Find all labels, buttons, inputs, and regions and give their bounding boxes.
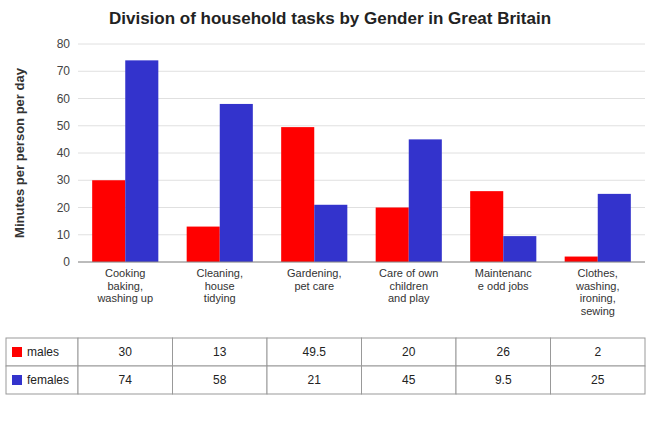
x-tick-label: Gardening,pet care <box>287 267 341 292</box>
table-value: 9.5 <box>495 373 512 387</box>
x-tick-label-line: Gardening, <box>287 267 341 279</box>
y-tick-label: 20 <box>57 201 71 215</box>
legend-entry: males <box>27 345 59 359</box>
x-tick-label-line: Cleaning, <box>197 267 243 279</box>
table-cell <box>456 338 551 366</box>
table-value: 13 <box>213 345 227 359</box>
table-cell <box>362 338 457 366</box>
table-cell <box>456 366 551 394</box>
chart-container: Division of household tasks by Gender in… <box>0 0 660 448</box>
x-tick-label: Maintenance odd jobs <box>475 267 532 292</box>
bar <box>220 104 253 262</box>
x-tick-labels: Cookingbaking,washing up Cleaning,houseti… <box>96 267 619 317</box>
y-grid <box>78 44 645 262</box>
x-tick-label-line: children <box>389 280 428 292</box>
bar <box>409 139 442 262</box>
legend-swatch <box>12 375 22 385</box>
x-tick-label-line: ironing, <box>580 292 616 304</box>
bar <box>470 191 503 262</box>
x-tick-label-line: baking, <box>108 280 143 292</box>
table-cell <box>551 338 646 366</box>
legend-entry: females <box>27 373 69 387</box>
x-tick-label: Care of ownchildrenand play <box>379 267 438 304</box>
x-tick-label-line: and play <box>388 292 430 304</box>
table-cell <box>267 366 362 394</box>
bars <box>92 60 631 262</box>
bar <box>92 180 125 262</box>
table-value: 49.5 <box>303 345 327 359</box>
y-tick-label: 80 <box>57 37 71 51</box>
y-tick-label: 0 <box>63 255 70 269</box>
grid-line <box>78 207 645 208</box>
table-value: 74 <box>119 373 133 387</box>
bar <box>503 236 536 262</box>
table-cell <box>6 338 78 366</box>
x-tick-label-line: Cooking <box>105 267 145 279</box>
x-tick-label: Clothes,washing,ironing,sewing <box>575 267 619 317</box>
grid-line <box>78 262 645 263</box>
plot-area <box>78 44 645 262</box>
grid-line <box>78 125 645 126</box>
y-tick-labels: 0 10 20 30 40 50 60 70 80 <box>57 37 71 269</box>
bar <box>598 194 631 262</box>
table-value: 45 <box>402 373 416 387</box>
grid-line <box>78 71 645 72</box>
bar <box>565 257 598 262</box>
table-cell <box>173 366 268 394</box>
grid-line <box>78 180 645 181</box>
chart-svg: Division of household tasks by Gender in… <box>0 0 660 448</box>
y-tick-label: 10 <box>57 228 71 242</box>
x-tick-label-line: house <box>205 280 235 292</box>
y-tick-label: 70 <box>57 64 71 78</box>
x-tick-label-line: pet care <box>294 280 334 292</box>
table-value: 21 <box>308 373 322 387</box>
table-cell <box>362 366 457 394</box>
table-cell <box>78 338 173 366</box>
x-tick-label-line: sewing <box>581 305 615 317</box>
x-tick-label-line: tidying <box>204 292 236 304</box>
table-value: 20 <box>402 345 416 359</box>
bar <box>125 60 158 262</box>
grid-line <box>78 98 645 99</box>
bar <box>187 227 220 262</box>
y-tick-label: 30 <box>57 173 71 187</box>
table-cell <box>551 366 646 394</box>
bar <box>376 208 409 263</box>
x-tick-label-line: Care of own <box>379 267 438 279</box>
x-axis-line <box>78 262 645 263</box>
table-value: 25 <box>591 373 605 387</box>
table-value: 58 <box>213 373 227 387</box>
x-tick-label-line: washing, <box>575 280 619 292</box>
y-tick-label: 50 <box>57 119 71 133</box>
grid-line <box>78 234 645 235</box>
y-axis-label: Minutes per person per day <box>12 67 27 238</box>
y-tick-label: 40 <box>57 146 71 160</box>
table-value: 30 <box>119 345 133 359</box>
bar <box>281 127 314 262</box>
x-tick-label-line: e odd jobs <box>478 280 529 292</box>
x-tick-label: Cookingbaking,washing up <box>96 267 153 304</box>
table-cell <box>78 366 173 394</box>
table-value: 2 <box>594 345 601 359</box>
x-tick-label-line: washing up <box>96 292 153 304</box>
table-value: 26 <box>497 345 511 359</box>
legend-swatch <box>12 347 22 357</box>
grid-line <box>78 153 645 154</box>
chart-title: Division of household tasks by Gender in… <box>109 9 551 28</box>
x-tick-label-line: Maintenanc <box>475 267 532 279</box>
x-tick-label-line: Clothes, <box>578 267 618 279</box>
table-cell <box>173 338 268 366</box>
grid-line <box>78 44 645 45</box>
table-cell <box>6 366 78 394</box>
y-tick-label: 60 <box>57 92 71 106</box>
table-cell <box>267 338 362 366</box>
x-tick-label: Cleaning,housetidying <box>197 267 243 304</box>
bar <box>314 205 347 262</box>
data-table: males 30 13 49.5 20 26 2 females 74 58 21 45 9.5 25 <box>6 338 645 394</box>
